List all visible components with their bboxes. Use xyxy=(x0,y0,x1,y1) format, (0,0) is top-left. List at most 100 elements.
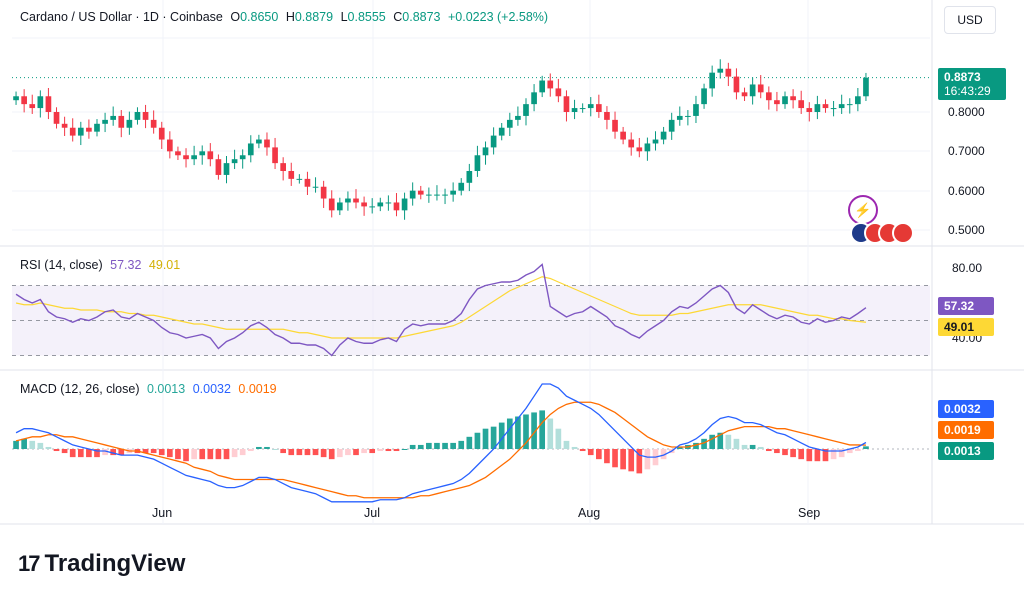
macd-histogram-bar xyxy=(158,449,165,456)
rsi-label[interactable]: RSI (14, close) xyxy=(20,258,103,272)
macd-histogram-bar xyxy=(223,449,230,460)
macd-histogram-bar xyxy=(571,446,578,449)
candle-body xyxy=(612,119,618,132)
candle-body xyxy=(207,151,214,160)
macd-histogram-bar xyxy=(830,449,837,460)
macd-histogram-bar xyxy=(741,444,748,449)
candle-body xyxy=(685,115,691,117)
macd-histogram-bar xyxy=(733,438,740,449)
candle-body xyxy=(531,92,537,105)
candle-body xyxy=(320,186,327,199)
rsi-ma-value: 49.01 xyxy=(148,258,181,272)
macd-label[interactable]: MACD (12, 26, close) xyxy=(20,382,140,396)
open-key: O xyxy=(230,10,241,24)
candle-body xyxy=(280,163,286,171)
month-label: Jul xyxy=(364,506,380,520)
candle-body xyxy=(579,108,586,110)
candle-body xyxy=(741,92,748,97)
macd-histogram-bar xyxy=(377,449,384,452)
macd-histogram-bar xyxy=(312,449,319,456)
macd-histogram-bar xyxy=(814,449,821,462)
candle-body xyxy=(628,139,635,148)
candle-body xyxy=(409,190,416,199)
high-key: H xyxy=(285,10,295,24)
candle-body xyxy=(272,147,278,164)
candle-body xyxy=(523,104,529,116)
candle-body xyxy=(676,115,683,120)
rsi-axis-label: 80.00 xyxy=(952,261,983,275)
candle-body xyxy=(377,202,384,207)
macd-histogram-bar xyxy=(636,449,643,474)
macd-histogram-bar xyxy=(506,418,513,449)
macd-histogram-bar xyxy=(863,446,869,449)
month-label: Aug xyxy=(578,506,601,520)
candle-body xyxy=(304,178,311,187)
tradingview-logo[interactable]: 17 TradingView xyxy=(18,550,185,578)
candle-body xyxy=(725,68,732,77)
macd-pane[interactable] xyxy=(12,383,930,503)
macd-histogram-bar xyxy=(142,449,149,454)
macd-histogram-bar xyxy=(757,446,764,449)
candle-body xyxy=(765,92,772,101)
macd-histogram-bar xyxy=(434,442,440,449)
candle-body xyxy=(701,88,707,105)
candle-body xyxy=(385,202,392,204)
candle-body xyxy=(846,104,853,106)
candle-body xyxy=(45,96,52,112)
macd-histogram-bar xyxy=(450,442,456,449)
macd-histogram-bar xyxy=(320,449,327,458)
candle-body xyxy=(733,76,740,93)
candle-body xyxy=(110,115,117,120)
candle-body xyxy=(215,159,222,175)
candle-body xyxy=(774,100,780,105)
rsi-ma-tag: 49.01 xyxy=(938,318,994,336)
currency-button[interactable]: USD xyxy=(944,6,996,34)
candle-body xyxy=(77,127,84,136)
macd-histogram-bar xyxy=(693,442,699,449)
macd-histogram-bar xyxy=(409,444,416,449)
candle-body xyxy=(312,186,319,188)
candle-body xyxy=(417,190,424,195)
tradingview-mark-icon: 17 xyxy=(18,551,41,576)
macd-histogram-bar xyxy=(385,449,392,452)
macd-line-value: 0.0032 xyxy=(192,382,231,396)
candle-body xyxy=(790,96,796,101)
macd-histogram-bar xyxy=(328,449,335,460)
macd-histogram-bar xyxy=(612,449,618,468)
candle-body xyxy=(264,139,270,148)
macd-histogram-bar xyxy=(806,449,813,462)
macd-histogram-bar xyxy=(53,449,60,452)
candle-body xyxy=(717,68,724,73)
macd-histogram-bar xyxy=(199,449,206,460)
macd-histogram-bar xyxy=(458,440,465,449)
lightning-icon[interactable]: ⚡ xyxy=(848,195,878,225)
macd-histogram-bar xyxy=(628,449,635,472)
symbol-title[interactable]: Cardano / US Dollar · 1D · Coinbase xyxy=(20,10,223,24)
macd-signal-value: 0.0019 xyxy=(238,382,277,396)
candle-body xyxy=(183,155,189,160)
high-value: 0.8879 xyxy=(294,10,334,24)
price-pane[interactable] xyxy=(12,59,932,220)
us-flag-icon[interactable] xyxy=(850,222,914,244)
macd-histogram-bar xyxy=(620,449,626,470)
macd-histogram-bar xyxy=(247,449,254,452)
candle-body xyxy=(644,143,651,152)
rsi-pane[interactable] xyxy=(12,263,930,357)
candle-body xyxy=(199,151,206,156)
open-value: 0.8650 xyxy=(240,10,279,24)
macd-histogram-bar xyxy=(150,449,157,454)
macd-histogram-bar xyxy=(644,449,651,470)
macd-histogram-bar xyxy=(345,449,351,456)
candle-body xyxy=(434,194,440,196)
close-key: C xyxy=(393,10,403,24)
macd-histogram-bar xyxy=(539,410,546,449)
candle-body xyxy=(21,96,27,105)
chart-grid xyxy=(0,0,1024,525)
rsi-value: 57.32 xyxy=(110,258,142,272)
last-price-tag: 0.8873 16:43:29 xyxy=(938,68,1006,100)
candle-body xyxy=(547,80,554,89)
macd-histogram-bar xyxy=(239,449,246,456)
macd-histogram-bar xyxy=(676,446,683,449)
last-price-value: 0.8873 xyxy=(944,70,981,84)
